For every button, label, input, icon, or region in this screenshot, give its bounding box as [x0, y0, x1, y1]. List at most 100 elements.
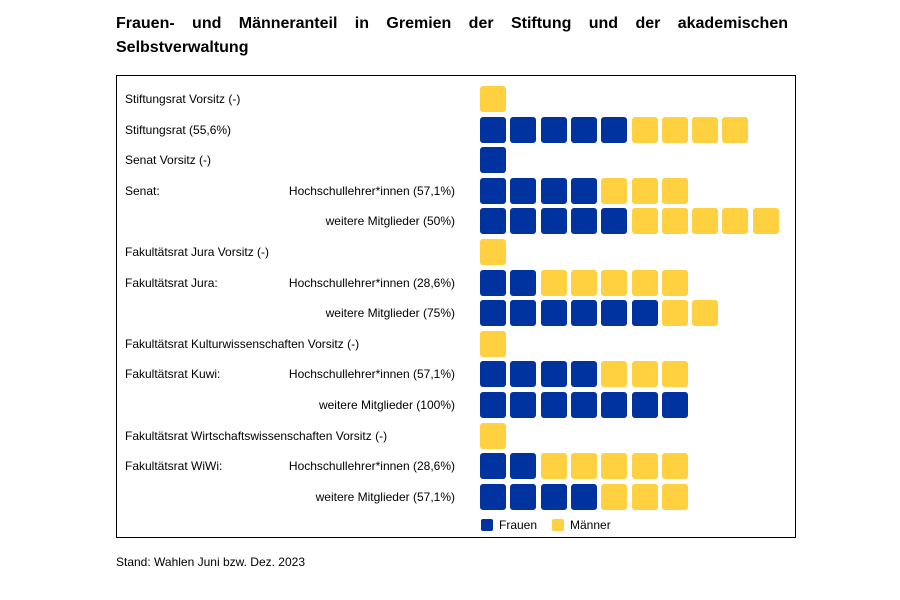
- square-frauen: [480, 361, 506, 388]
- chart-frame: Stiftungsrat Vorsitz (-) Stiftungsrat (55…: [116, 75, 796, 538]
- square-maenner: [661, 483, 688, 510]
- row-label: Stiftungsrat (55,6%): [125, 122, 232, 137]
- square-maenner: [692, 208, 719, 235]
- square-frauen: [570, 300, 597, 327]
- square-maenner: [692, 116, 719, 143]
- square-maenner: [661, 208, 688, 235]
- square-maenner: [480, 86, 506, 112]
- square-frauen: [510, 453, 537, 480]
- square-maenner: [540, 453, 567, 480]
- row-sublabel: weitere Mitglieder (100%): [318, 398, 455, 412]
- square-frauen: [510, 177, 537, 204]
- legend-label-maenner: Männer: [570, 518, 611, 532]
- square-maenner: [661, 361, 688, 388]
- square-frauen: [570, 392, 597, 418]
- row-label: Fakultätsrat WiWi:: [125, 459, 223, 474]
- row-label: Senat Vorsitz (-): [125, 153, 212, 168]
- row-sublabel: Hochschullehrer*innen (57,1%): [288, 183, 455, 198]
- square-frauen: [631, 392, 658, 418]
- row-label: Stiftungsrat Vorsitz (-): [125, 92, 241, 106]
- square-frauen: [601, 300, 628, 327]
- square-frauen: [510, 116, 537, 143]
- row-sublabel: weitere Mitglieder (75%): [325, 306, 455, 321]
- legend-swatch-frauen: [481, 519, 493, 531]
- row-label: Fakultätsrat Kulturwissenschaften Vorsit…: [125, 336, 360, 351]
- square-frauen: [480, 483, 506, 510]
- square-maenner: [661, 453, 688, 480]
- square-frauen: [540, 177, 567, 204]
- square-maenner: [601, 269, 628, 296]
- square-maenner: [601, 177, 628, 204]
- legend-swatch-maenner: [552, 519, 564, 531]
- square-maenner: [661, 177, 688, 204]
- square-maenner: [540, 269, 567, 296]
- square-frauen: [540, 300, 567, 327]
- square-maenner: [601, 453, 628, 480]
- row-sublabel: Hochschullehrer*innen (28,6%): [288, 459, 455, 474]
- square-frauen: [480, 392, 506, 418]
- square-frauen: [570, 361, 597, 388]
- square-maenner: [631, 177, 658, 204]
- square-frauen: [570, 177, 597, 204]
- square-frauen: [540, 116, 567, 143]
- square-maenner: [692, 300, 719, 327]
- square-frauen: [480, 177, 506, 204]
- square-frauen: [510, 269, 537, 296]
- square-maenner: [631, 208, 658, 235]
- square-frauen: [540, 483, 567, 510]
- square-frauen: [510, 208, 537, 235]
- square-frauen: [570, 483, 597, 510]
- square-maenner: [570, 453, 597, 480]
- square-maenner: [480, 239, 506, 265]
- square-frauen: [480, 147, 506, 174]
- square-frauen: [480, 116, 506, 143]
- square-frauen: [510, 300, 537, 327]
- row-label: Fakultätsrat Kuwi:: [125, 367, 221, 382]
- row-label: Fakultätsrat Wirtschaftswissenschaften V…: [125, 428, 388, 443]
- square-frauen: [570, 208, 597, 235]
- square-frauen: [570, 116, 597, 143]
- footer-note: Stand: Wahlen Juni bzw. Dez. 2023: [116, 555, 305, 569]
- square-maenner: [631, 269, 658, 296]
- square-frauen: [601, 208, 628, 235]
- square-frauen: [510, 361, 537, 388]
- square-frauen: [540, 361, 567, 388]
- square-maenner: [631, 453, 658, 480]
- row-sublabel: weitere Mitglieder (57,1%): [315, 489, 455, 504]
- square-frauen: [480, 300, 506, 327]
- row-sublabel: Hochschullehrer*innen (28,6%): [288, 275, 455, 290]
- square-frauen: [540, 208, 567, 235]
- square-maenner: [661, 269, 688, 296]
- square-maenner: [631, 361, 658, 388]
- row-sublabel: weitere Mitglieder (50%): [325, 214, 455, 229]
- square-frauen: [510, 483, 537, 510]
- row-label: Fakultätsrat Jura:: [125, 275, 218, 290]
- row-sublabel: Hochschullehrer*innen (57,1%): [288, 367, 455, 382]
- square-maenner: [631, 116, 658, 143]
- square-maenner: [631, 483, 658, 510]
- square-frauen: [510, 392, 537, 418]
- square-maenner: [752, 208, 779, 235]
- row-label: Senat:: [125, 183, 160, 198]
- square-maenner: [722, 208, 749, 235]
- square-frauen: [601, 116, 628, 143]
- square-maenner: [601, 361, 628, 388]
- square-maenner: [722, 116, 749, 143]
- square-maenner: [601, 483, 628, 510]
- square-frauen: [540, 392, 567, 418]
- square-frauen: [480, 208, 506, 235]
- square-maenner: [570, 269, 597, 296]
- square-maenner: [480, 330, 506, 357]
- square-frauen: [601, 392, 628, 418]
- square-frauen: [661, 392, 688, 418]
- chart-title: Frauen- und Männeranteil in Gremien der …: [116, 15, 788, 56]
- legend-item-frauen: Frauen: [481, 518, 537, 532]
- legend-label-frauen: Frauen: [499, 518, 538, 532]
- row-label: Fakultätsrat Jura Vorsitz (-): [125, 245, 270, 259]
- square-frauen: [480, 453, 506, 480]
- square-maenner: [480, 422, 506, 449]
- square-maenner: [661, 116, 688, 143]
- square-frauen: [631, 300, 658, 327]
- square-frauen: [480, 269, 506, 296]
- square-maenner: [661, 300, 688, 327]
